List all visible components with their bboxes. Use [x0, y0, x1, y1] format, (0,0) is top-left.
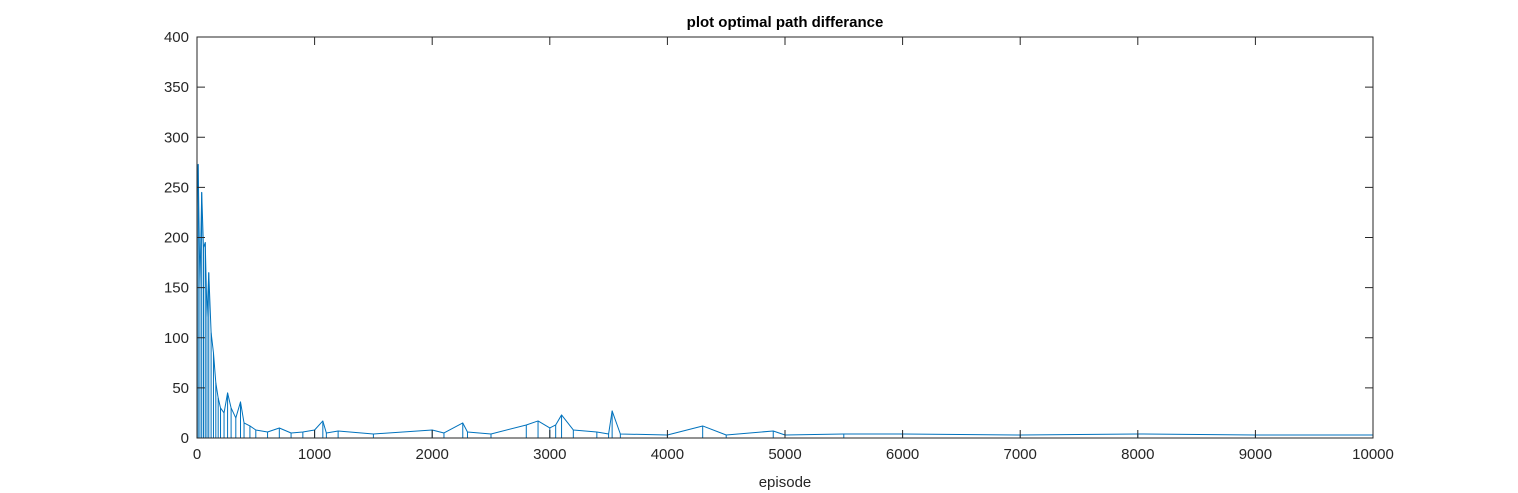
y-tick-label: 400 [164, 29, 189, 46]
y-tick-label: 50 [172, 380, 189, 397]
series-layer [196, 163, 1374, 438]
chart-title: plot optimal path differance [687, 14, 884, 31]
y-tick-label: 0 [181, 430, 189, 447]
x-tick-label: 1000 [298, 446, 331, 463]
x-tick-label: 2000 [416, 446, 449, 463]
x-tick-label: 5000 [768, 446, 801, 463]
y-tick-label: 250 [164, 179, 189, 196]
x-tick-label: 0 [193, 446, 201, 463]
ticks-layer: 0 1000 2000 3000 4000 5000 6000 7000 8000 9000 100… [164, 29, 1394, 463]
x-tick-label: 4000 [651, 446, 684, 463]
x-tick-label: 9000 [1239, 446, 1272, 463]
y-tick-label: 300 [164, 129, 189, 146]
x-tick-label: 10000 [1352, 446, 1394, 463]
y-tick-label: 200 [164, 230, 189, 247]
plot-area [197, 37, 1373, 438]
axes-box [196, 36, 1374, 439]
y-tick-label: 350 [164, 79, 189, 96]
x-tick-label: 3000 [533, 446, 566, 463]
x-tick-label: 6000 [886, 446, 919, 463]
y-tick-label: 100 [164, 330, 189, 347]
y-tick-label: 150 [164, 280, 189, 297]
x-tick-label: 7000 [1004, 446, 1037, 463]
x-axis-label: episode [759, 474, 812, 491]
x-tick-label: 8000 [1121, 446, 1154, 463]
